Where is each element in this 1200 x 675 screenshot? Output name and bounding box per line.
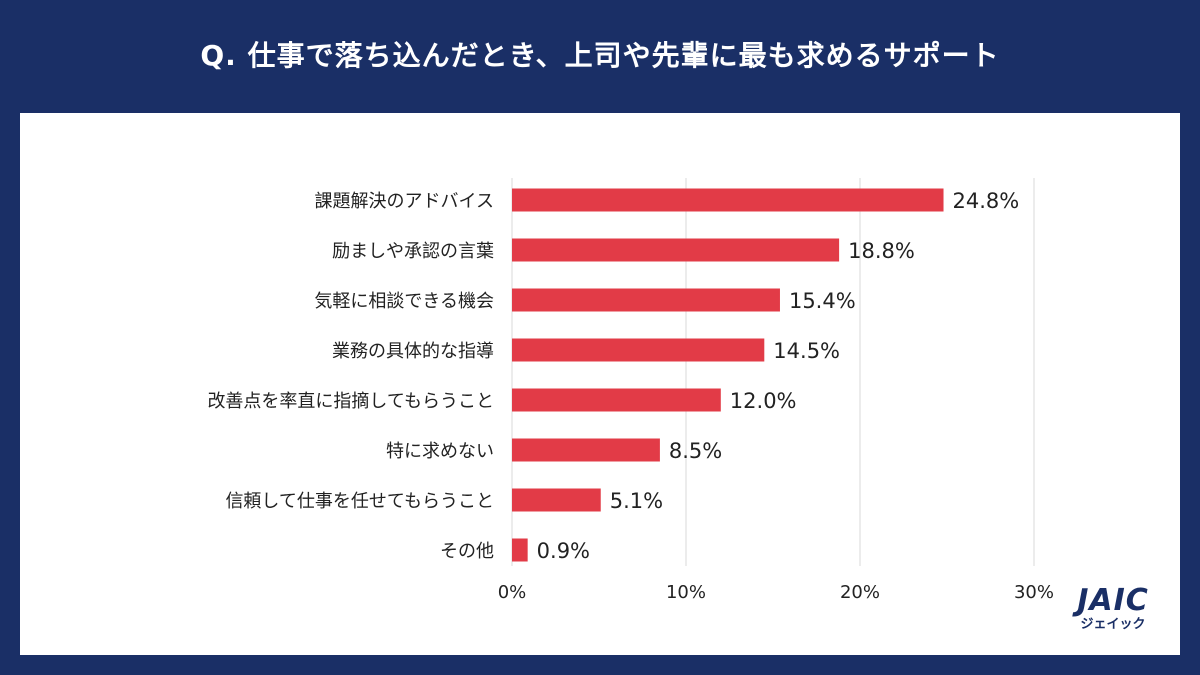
value-label: 15.4% xyxy=(789,289,856,313)
logo-subtitle: ジェイック xyxy=(1080,617,1146,632)
bar xyxy=(512,188,944,212)
jaic-logo: JAIC ジェイック xyxy=(1068,585,1158,645)
bar xyxy=(512,338,765,362)
x-tick-label: 10% xyxy=(666,582,706,603)
value-label: 12.0% xyxy=(730,389,797,413)
x-tick-label: 30% xyxy=(1014,582,1054,603)
value-label: 24.8% xyxy=(953,189,1020,213)
logo-mark: JAIC xyxy=(1077,583,1149,618)
value-label: 0.9% xyxy=(537,539,590,563)
bar xyxy=(512,488,601,512)
x-tick-label: 0% xyxy=(498,582,527,603)
chart-panel: 課題解決のアドバイス励ましや承認の言葉気軽に相談できる機会業務の具体的な指導改善… xyxy=(20,113,1180,655)
value-label: 5.1% xyxy=(610,489,663,513)
category-label: 励ましや承認の言葉 xyxy=(332,241,494,262)
category-label: 特に求めない xyxy=(386,441,494,462)
value-label: 8.5% xyxy=(669,439,722,463)
bar xyxy=(512,388,721,412)
bar xyxy=(512,288,780,312)
category-label: 改善点を率直に指摘してもらうこと xyxy=(207,391,494,412)
value-label: 18.8% xyxy=(848,239,915,263)
bar xyxy=(512,238,840,262)
category-label: 信頼して仕事を任せてもらうこと xyxy=(225,491,494,512)
bar xyxy=(512,438,660,462)
page-title: Q. 仕事で落ち込んだとき、上司や先輩に最も求めるサポート xyxy=(200,39,1000,72)
category-label: 課題解決のアドバイス xyxy=(315,191,494,212)
bar-chart: 課題解決のアドバイス励ましや承認の言葉気軽に相談できる機会業務の具体的な指導改善… xyxy=(207,178,1054,603)
category-label: 気軽に相談できる機会 xyxy=(314,291,494,312)
value-label: 14.5% xyxy=(773,339,840,363)
category-label: その他 xyxy=(440,541,494,562)
category-label: 業務の具体的な指導 xyxy=(332,341,494,362)
bar xyxy=(512,538,528,562)
x-tick-label: 20% xyxy=(840,582,880,603)
